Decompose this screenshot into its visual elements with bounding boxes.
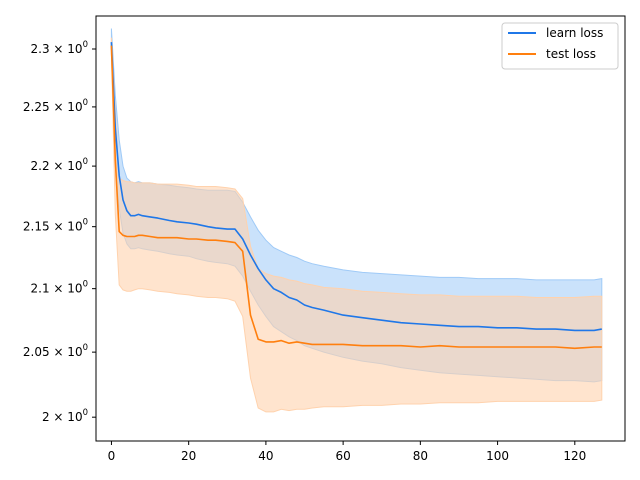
y-tick-label: 2.1 × 100 xyxy=(31,280,88,296)
x-tick-label: 60 xyxy=(335,449,350,463)
y-tick-label: 2.25 × 100 xyxy=(23,98,88,114)
x-axis: 0 20 40 60 80 100 120 xyxy=(108,441,586,463)
legend: learn loss test loss xyxy=(501,22,619,70)
confidence-bands xyxy=(110,28,603,413)
y-tick-label: 2.3 × 100 xyxy=(31,40,88,56)
y-tick-label: 2 × 100 xyxy=(42,408,88,424)
y-tick-label: 2.05 × 100 xyxy=(23,343,88,359)
x-tick-label: 20 xyxy=(181,449,196,463)
legend-label: learn loss xyxy=(546,26,603,40)
plot-frame xyxy=(95,15,626,442)
learn-loss-line xyxy=(110,42,602,332)
series-lines xyxy=(110,42,602,350)
legend-box xyxy=(501,22,619,70)
x-tick-label: 80 xyxy=(413,449,428,463)
y-axis: 2 × 100 2.05 × 100 2.1 × 100 2.15 × 100 2.2 … xyxy=(23,40,96,424)
y-tick-label: 2.15 × 100 xyxy=(23,218,88,234)
test-loss-line xyxy=(110,45,602,350)
test-loss-band xyxy=(110,37,603,413)
y-tick-label: 2.2 × 100 xyxy=(31,157,88,173)
x-tick-label: 120 xyxy=(563,449,586,463)
x-tick-label: 100 xyxy=(486,449,509,463)
x-tick-label: 0 xyxy=(108,449,116,463)
legend-label: test loss xyxy=(546,47,596,61)
x-tick-label: 40 xyxy=(258,449,273,463)
